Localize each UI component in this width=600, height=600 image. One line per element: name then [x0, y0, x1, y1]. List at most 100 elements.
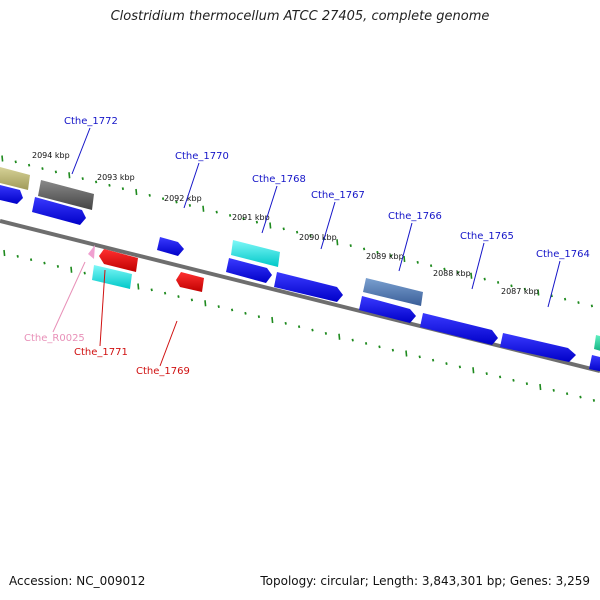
gene-label[interactable]: Cthe_1764: [536, 249, 590, 260]
gene-labels: Cthe_1772 Cthe_1770 Cthe_1768 Cthe_1767 …: [24, 116, 590, 377]
gene-label[interactable]: Cthe_1772: [64, 116, 118, 127]
kbp-label: 2092 kbp: [164, 194, 202, 203]
kbp-label: 2088 kbp: [433, 269, 471, 278]
minor-tick: [311, 328, 314, 332]
minor-tick: [228, 214, 232, 217]
minor-tick: [215, 210, 218, 214]
minor-tick: [324, 331, 328, 335]
minor-tick: [81, 177, 84, 181]
gene-arrow[interactable]: [0, 166, 30, 190]
minor-tick: [309, 234, 312, 237]
minor-tick: [349, 244, 352, 248]
minor-tick: [378, 345, 381, 349]
minor-tick: [431, 358, 435, 362]
minor-tick: [351, 338, 354, 342]
minor-tick: [161, 197, 165, 201]
minor-tick: [188, 203, 192, 207]
minor-tick: [510, 284, 513, 288]
minor-tick: [94, 180, 98, 184]
minor-tick: [284, 321, 287, 325]
minor-tick: [563, 297, 567, 301]
gene-arrow[interactable]: [157, 237, 184, 256]
gene-label[interactable]: Cthe_1765: [460, 231, 514, 242]
gene-label[interactable]: Cthe_1766: [388, 211, 442, 222]
gene-arrow[interactable]: [359, 296, 416, 323]
kbp-label: 2090 kbp: [299, 233, 337, 242]
gene-arrow[interactable]: [363, 278, 423, 306]
inner-tick-track: [3, 249, 596, 402]
minor-tick: [512, 378, 515, 382]
gene-arrow[interactable]: [92, 265, 132, 289]
gene-arrow[interactable]: [0, 184, 23, 204]
reverse-genes: [88, 245, 204, 292]
forward-genes: [0, 166, 600, 372]
major-tick: [405, 350, 408, 357]
minor-tick: [458, 365, 462, 369]
gene-arrow[interactable]: [500, 333, 576, 362]
major-tick: [539, 383, 542, 391]
minor-tick: [43, 261, 46, 265]
minor-tick: [175, 200, 178, 204]
minor-tick: [523, 287, 527, 291]
map-title: Clostridium thermocellum ATCC 27405, com…: [110, 9, 490, 24]
minor-tick: [16, 254, 19, 258]
minor-tick: [391, 348, 395, 352]
kbp-label: 2089 kbp: [366, 252, 404, 261]
minor-tick: [282, 227, 285, 231]
major-tick: [271, 316, 274, 324]
gene-arrow[interactable]: [420, 313, 498, 345]
minor-tick: [552, 388, 555, 392]
minor-tick: [579, 395, 582, 399]
gene-arrow[interactable]: [176, 272, 204, 292]
gene-arrow[interactable]: [226, 258, 272, 283]
kbp-label: 2087 kbp: [501, 287, 539, 296]
minor-tick: [244, 311, 247, 315]
minor-tick: [456, 270, 460, 274]
accession-text: Accession: NC_009012: [9, 574, 146, 588]
minor-tick: [590, 304, 594, 308]
major-tick: [137, 283, 140, 290]
gene-arrow[interactable]: [99, 249, 138, 272]
minor-tick: [242, 217, 245, 221]
gene-label[interactable]: Cthe_R0025: [24, 333, 85, 344]
minor-tick: [190, 298, 194, 302]
minor-tick: [592, 398, 596, 402]
gene-arrow[interactable]: [38, 180, 94, 210]
minor-tick: [485, 372, 488, 376]
gene-arrow[interactable]: [32, 197, 86, 225]
gene-arrow[interactable]: [231, 240, 280, 267]
major-tick: [537, 289, 540, 296]
major-tick: [336, 239, 339, 246]
minor-tick: [163, 291, 167, 295]
minor-tick: [443, 267, 446, 271]
gene-arrow[interactable]: [274, 272, 343, 302]
major-tick: [1, 155, 4, 162]
minor-tick: [376, 250, 379, 254]
major-tick: [135, 188, 138, 196]
gene-label[interactable]: Cthe_1769: [136, 366, 190, 377]
minor-tick: [108, 183, 111, 187]
gene-label[interactable]: Cthe_1770: [175, 151, 229, 162]
minor-tick: [255, 220, 259, 224]
genome-summary: Topology: circular; Length: 3,843,301 bp…: [260, 574, 590, 588]
kbp-label: 2093 kbp: [97, 173, 135, 182]
major-tick: [472, 367, 475, 374]
minor-tick: [565, 392, 569, 396]
rna-arrow[interactable]: [88, 245, 95, 259]
minor-tick: [483, 277, 486, 281]
gene-label[interactable]: Cthe_1767: [311, 190, 365, 201]
gene-label[interactable]: Cthe_1768: [252, 174, 306, 185]
gene-label[interactable]: Cthe_1771: [74, 347, 128, 358]
minor-tick: [83, 271, 86, 275]
minor-tick: [56, 264, 60, 268]
minor-tick: [295, 230, 299, 234]
gene-arrow[interactable]: [589, 355, 600, 372]
major-tick: [3, 249, 6, 257]
label-leaders: [52, 127, 561, 367]
gene-arrow[interactable]: [594, 335, 600, 352]
genome-backbone: [0, 219, 600, 373]
major-tick: [403, 255, 406, 263]
minor-tick: [148, 193, 151, 197]
minor-tick: [445, 362, 448, 365]
